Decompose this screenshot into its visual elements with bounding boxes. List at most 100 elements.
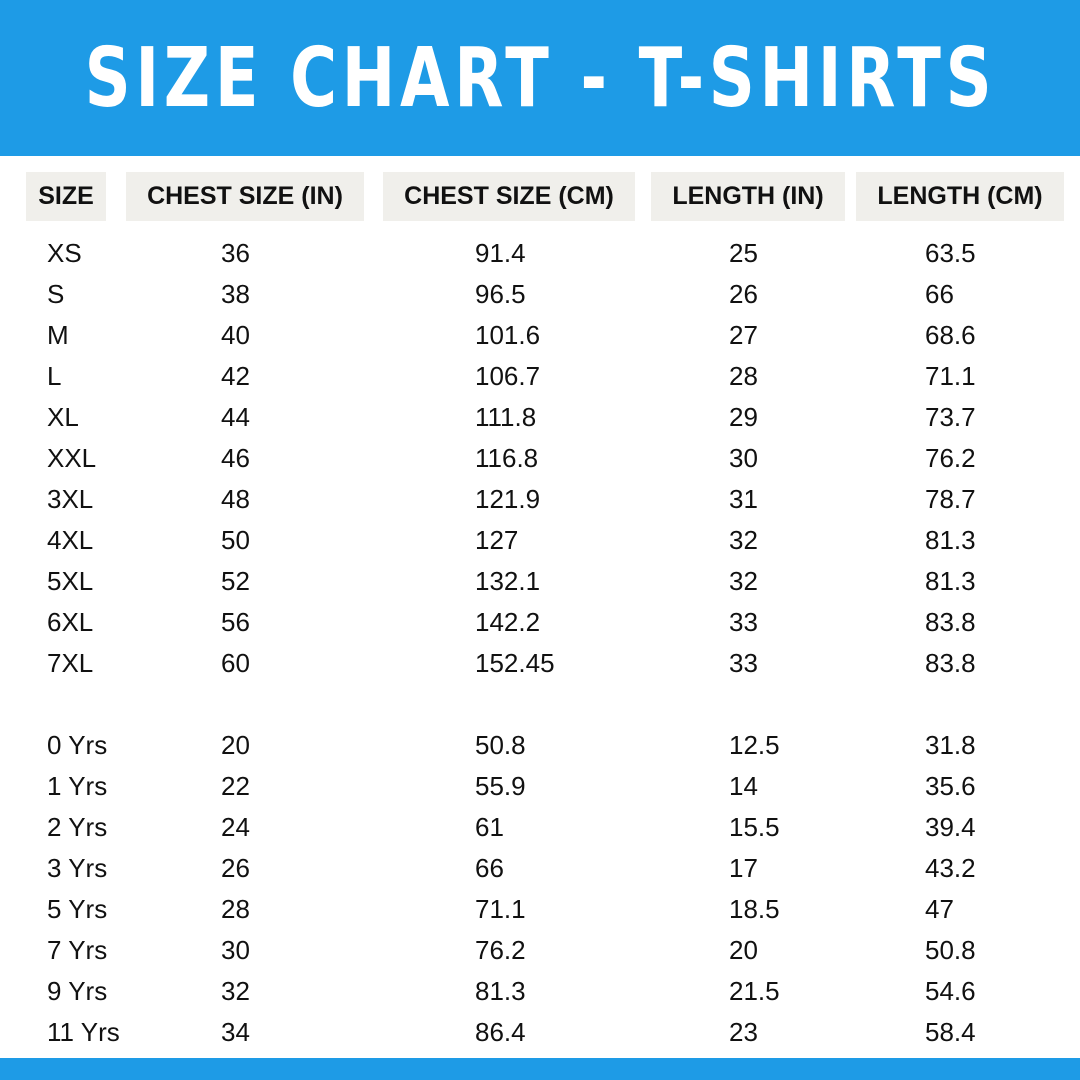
cell-length-in: 29 (729, 402, 758, 432)
cell-length-in: 31 (729, 484, 758, 514)
footer-bar (0, 1058, 1080, 1080)
cell-chest-cm: 127 (475, 525, 519, 555)
cell-chest-cm: 76.2 (475, 935, 526, 965)
cell-chest-in: 26 (221, 853, 250, 883)
cell-chest-cm: 91.4 (475, 238, 526, 268)
cell-chest-in: 42 (221, 361, 250, 391)
cell-chest-in: 50 (221, 525, 250, 555)
page-title: SIZE CHART - T-SHIRTS (84, 30, 996, 126)
cell-size: L (47, 361, 62, 391)
cell-chest-cm: 96.5 (475, 279, 526, 309)
cell-chest-in: 52 (221, 566, 250, 596)
cell-chest-in: 20 (221, 730, 250, 760)
cell-length-in: 18.5 (729, 894, 780, 924)
cell-length-in: 17 (729, 853, 758, 883)
cell-length-in: 25 (729, 238, 758, 268)
cell-length-cm: 81.3 (925, 525, 976, 555)
cell-chest-in: 32 (221, 976, 250, 1006)
cell-chest-cm: 50.8 (475, 730, 526, 760)
cell-size: 3XL (47, 484, 94, 514)
cell-size: XXL (47, 443, 97, 473)
cell-size: 9 Yrs (47, 976, 108, 1006)
cell-size: 7XL (47, 648, 94, 678)
cell-length-cm: 54.6 (925, 976, 976, 1006)
cell-size: 11 Yrs (47, 1017, 120, 1047)
cell-chest-cm: 121.9 (475, 484, 541, 514)
cell-length-cm: 68.6 (925, 320, 976, 350)
cell-length-cm: 31.8 (925, 730, 976, 760)
cell-chest-in: 34 (221, 1017, 250, 1047)
cell-length-in: 26 (729, 279, 758, 309)
cell-chest-cm: 61 (475, 812, 504, 842)
cell-chest-in: 36 (221, 238, 250, 268)
cell-length-in: 32 (729, 566, 758, 596)
cell-length-in: 23 (729, 1017, 758, 1047)
cell-chest-cm: 132.1 (475, 566, 541, 596)
cell-size: 1 Yrs (47, 771, 108, 801)
cell-length-cm: 83.8 (925, 607, 976, 637)
cell-length-cm: 50.8 (925, 935, 976, 965)
cell-chest-cm: 116.8 (475, 443, 539, 473)
header-chest-in: CHEST SIZE (IN) (126, 172, 364, 221)
cell-length-cm: 78.7 (925, 484, 976, 514)
cell-length-in: 20 (729, 935, 758, 965)
cell-chest-in: 22 (221, 771, 250, 801)
cell-chest-cm: 152.45 (475, 648, 555, 678)
cell-chest-in: 30 (221, 935, 250, 965)
cell-length-in: 15.5 (729, 812, 780, 842)
cell-chest-in: 24 (221, 812, 250, 842)
cell-length-in: 27 (729, 320, 758, 350)
cell-chest-cm: 106.7 (475, 361, 541, 391)
cell-size: XL (47, 402, 79, 432)
cell-size: M (47, 320, 69, 350)
cell-size: 4XL (47, 525, 94, 555)
cell-length-in: 33 (729, 607, 758, 637)
cell-chest-cm: 111.8 (475, 402, 537, 432)
cell-size: 7 Yrs (47, 935, 108, 965)
cell-length-in: 33 (729, 648, 758, 678)
cell-chest-in: 48 (221, 484, 250, 514)
cell-length-in: 30 (729, 443, 758, 473)
cell-size: 6XL (47, 607, 94, 637)
cell-chest-cm: 55.9 (475, 771, 526, 801)
cell-chest-in: 28 (221, 894, 250, 924)
cell-chest-in: 38 (221, 279, 250, 309)
title-banner: SIZE CHART - T-SHIRTS (0, 0, 1080, 156)
cell-length-in: 28 (729, 361, 758, 391)
header-length-in: LENGTH (IN) (651, 172, 845, 221)
cell-length-cm: 35.6 (925, 771, 976, 801)
cell-chest-in: 60 (221, 648, 250, 678)
cell-chest-cm: 71.1 (475, 894, 526, 924)
cell-length-cm: 47 (925, 894, 954, 924)
cell-length-in: 32 (729, 525, 758, 555)
cell-size: 3 Yrs (47, 853, 108, 883)
header-size: SIZE (26, 172, 106, 221)
cell-length-in: 14 (729, 771, 758, 801)
cell-chest-cm: 81.3 (475, 976, 526, 1006)
cell-chest-cm: 86.4 (475, 1017, 526, 1047)
cell-length-cm: 43.2 (925, 853, 976, 883)
cell-size: 5XL (47, 566, 94, 596)
cell-size: S (47, 279, 65, 309)
cell-length-cm: 58.4 (925, 1017, 976, 1047)
cell-length-cm: 76.2 (925, 443, 976, 473)
cell-size: 0 Yrs (47, 730, 108, 760)
cell-length-cm: 83.8 (925, 648, 976, 678)
cell-chest-in: 44 (221, 402, 250, 432)
cell-length-cm: 63.5 (925, 238, 976, 268)
cell-length-cm: 66 (925, 279, 954, 309)
cell-length-cm: 39.4 (925, 812, 976, 842)
cell-size: 5 Yrs (47, 894, 108, 924)
cell-chest-cm: 101.6 (475, 320, 541, 350)
cell-size: 2 Yrs (47, 812, 108, 842)
cell-size: XS (47, 238, 82, 268)
header-length-cm: LENGTH (CM) (856, 172, 1064, 221)
cell-length-in: 21.5 (729, 976, 780, 1006)
cell-chest-in: 56 (221, 607, 250, 637)
cell-length-cm: 81.3 (925, 566, 976, 596)
cell-chest-in: 46 (221, 443, 250, 473)
cell-chest-in: 40 (221, 320, 250, 350)
cell-length-cm: 73.7 (925, 402, 976, 432)
cell-length-in: 12.5 (729, 730, 780, 760)
header-chest-cm: CHEST SIZE (CM) (383, 172, 635, 221)
